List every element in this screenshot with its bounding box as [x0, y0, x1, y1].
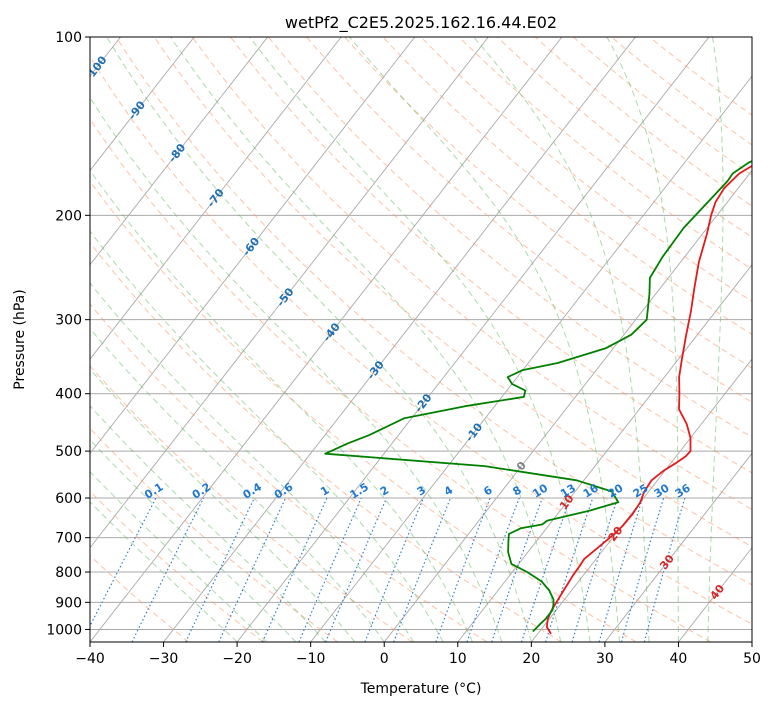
dry-adiabat	[306, 37, 752, 403]
plot-frame	[89, 36, 753, 643]
moist-adiabat	[606, 37, 679, 642]
moist-adiabat	[90, 282, 415, 642]
moist-adiabat	[90, 368, 356, 642]
dry-adiabat	[534, 37, 752, 207]
isotherm-line	[236, 37, 710, 642]
mixing-ratio-line	[491, 497, 543, 642]
mixing-ratio-line	[598, 497, 644, 642]
dry-adiabat	[90, 55, 752, 625]
dry-adiabat	[573, 37, 752, 176]
mixing-ratio-line	[131, 497, 204, 642]
x-axis-ticks: −40 −30 −20 −10 0 10 20 30 40 50	[75, 642, 761, 667]
isotherm-line	[530, 358, 752, 642]
isotherm-line	[163, 37, 636, 642]
y-tick-label: 900	[55, 595, 82, 611]
mixing-ratio-line	[545, 497, 594, 642]
isotherm-line	[90, 37, 563, 642]
isotherm-line	[90, 37, 195, 172]
moist-adiabat	[707, 37, 724, 642]
mixing-ratio-line	[298, 497, 362, 642]
moist-adiabat	[90, 501, 238, 642]
background-lines	[90, 37, 752, 642]
dry-adiabat	[268, 37, 752, 438]
moist-adiabat	[90, 327, 385, 642]
moist-adiabat	[170, 37, 562, 642]
dry-adiabat	[90, 241, 562, 642]
dry-adiabat	[611, 37, 752, 146]
x-tick-label: −20	[222, 651, 252, 667]
moist-adiabat	[90, 439, 297, 642]
isotherm-line	[90, 37, 416, 455]
isotherm-line	[90, 37, 269, 266]
x-tick-label: 50	[743, 651, 761, 667]
dry-adiabat	[115, 37, 752, 586]
dewpoint-line	[324, 160, 752, 633]
dry-adiabat	[382, 37, 752, 336]
dry-adiabat	[230, 37, 752, 474]
mixing-ratio-line	[364, 497, 424, 642]
isotherm-line	[310, 75, 752, 642]
x-tick-label: −40	[75, 651, 105, 667]
dry-adiabat	[90, 180, 637, 642]
profile-lines	[324, 160, 752, 635]
x-tick-label: 40	[670, 651, 688, 667]
moist-adiabat	[90, 96, 503, 642]
isotherm-line	[383, 169, 752, 642]
dry-adiabat	[90, 427, 339, 642]
y-tick-label: 600	[55, 491, 82, 507]
mixing-ratio-line	[393, 497, 452, 642]
y-axis-label: Pressure (hPa)	[12, 289, 28, 389]
isotherm-line	[90, 37, 489, 549]
mixing-ratio-line	[218, 497, 287, 642]
moist-adiabat	[90, 471, 267, 642]
dry-adiabat	[420, 37, 752, 303]
plot-border	[89, 36, 753, 643]
y-tick-label: 800	[55, 565, 82, 581]
dry-adiabat	[153, 37, 752, 548]
moist-adiabat	[473, 37, 650, 642]
dry-adiabat	[344, 37, 752, 369]
x-tick-label: 30	[596, 651, 614, 667]
moist-adiabat	[90, 230, 444, 642]
dry-adiabat	[90, 365, 413, 642]
moist-adiabat	[349, 37, 621, 642]
moist-adiabat	[249, 37, 591, 642]
y-tick-label: 200	[55, 208, 82, 224]
mixing-ratio-line	[185, 497, 255, 642]
temperature-line	[545, 164, 752, 635]
mixing-ratio-line	[621, 497, 665, 642]
x-tick-label: −30	[149, 651, 179, 667]
y-tick-label: 100	[55, 30, 82, 46]
y-tick-label: 500	[55, 444, 82, 460]
chart-title: wetPf2_C2E5.2025.162.16.44.E02	[285, 13, 557, 33]
x-axis-label: Temperature (°C)	[360, 681, 482, 697]
mixing-ratio-line	[643, 497, 686, 642]
plot-background	[90, 37, 752, 642]
mixing-ratio-line	[520, 497, 571, 642]
y-tick-label: 1000	[46, 622, 82, 638]
y-tick-label: 400	[55, 387, 82, 403]
isotherm-line	[751, 641, 752, 642]
y-tick-label: 300	[55, 313, 82, 329]
isotherm-line	[604, 452, 752, 642]
moist-adiabat	[106, 37, 532, 642]
moist-adiabat	[90, 405, 326, 642]
mixing-ratio-line	[325, 497, 388, 642]
mixing-ratio-line	[261, 497, 328, 642]
y-axis-ticks: 1000 900 800 700 600 500 400 300 200 100	[46, 30, 90, 638]
mixing-ratio-line	[90, 497, 157, 628]
x-tick-label: 0	[380, 651, 389, 667]
isotherm-line	[457, 264, 752, 642]
x-tick-label: 10	[449, 651, 467, 667]
x-tick-label: 20	[522, 651, 540, 667]
mixing-ratio-line	[435, 497, 491, 642]
y-tick-label: 700	[55, 531, 82, 547]
x-tick-label: −10	[296, 651, 326, 667]
isotherm-line	[90, 37, 342, 360]
mixing-ratio-line	[466, 497, 520, 642]
mixing-ratio-line	[571, 497, 619, 642]
moist-adiabat	[90, 169, 473, 642]
plot-area	[90, 37, 752, 642]
